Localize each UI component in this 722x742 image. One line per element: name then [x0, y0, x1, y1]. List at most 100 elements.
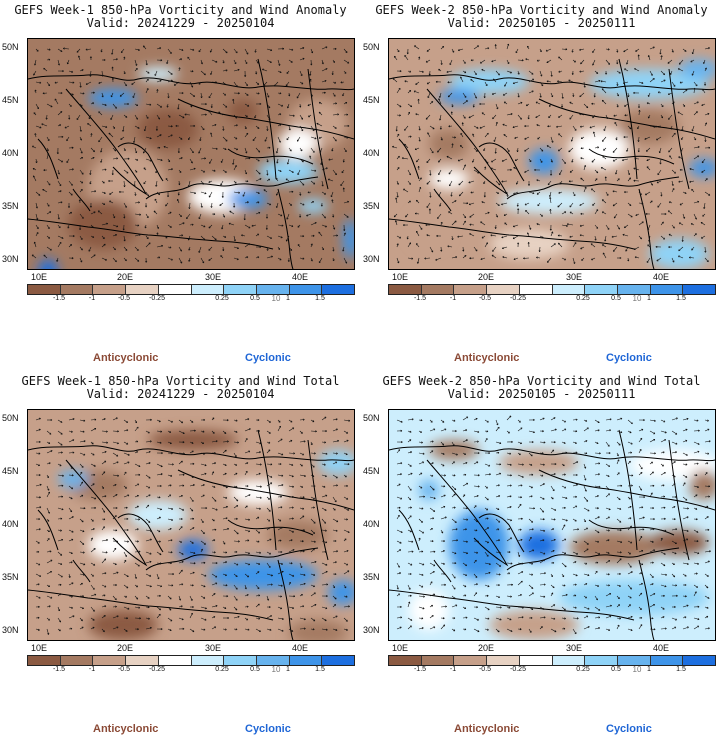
colorbar	[27, 284, 355, 295]
colorbar-label: 1.5	[315, 295, 325, 302]
colorbar-bin	[191, 656, 225, 665]
panel-valid-dates: Valid: 20241229 - 20250104	[86, 16, 275, 30]
colorbar-bin	[519, 285, 553, 294]
coastline	[389, 445, 715, 462]
shading-region	[88, 610, 158, 640]
shading-region	[499, 450, 579, 475]
lat-label-40n: 40N	[2, 519, 19, 529]
shading-region	[569, 129, 629, 169]
map-panel-week2-total: GEFS Week-2 850-hPa Vorticity and Wind T…	[361, 371, 722, 742]
colorbar-bin	[28, 656, 61, 665]
coastline	[37, 138, 91, 212]
coastline	[638, 188, 655, 269]
lon-label-40e: 40E	[292, 643, 309, 653]
colorbar-bin	[683, 656, 716, 665]
panel-title: GEFS Week-2 850-hPa Vorticity and Wind T…	[382, 374, 701, 388]
map-panel-week1-anomaly: GEFS Week-1 850-hPa Vorticity and Wind A…	[0, 0, 361, 371]
colorbar-label: -1	[449, 295, 457, 302]
colorbar-bin	[454, 656, 488, 665]
coastline	[277, 559, 294, 640]
colorbar-label: 1.5	[315, 666, 325, 673]
lon-label-10e: 10E	[31, 272, 48, 282]
lat-label-50n: 50N	[2, 413, 19, 423]
colorbar-bin	[256, 656, 290, 665]
lon-label-20e: 20E	[117, 272, 134, 282]
shading-region	[148, 430, 238, 450]
shading-region	[569, 530, 659, 565]
shading-region	[449, 69, 529, 94]
colorbar-label: -1.5	[52, 295, 66, 302]
coastline	[506, 547, 680, 571]
panel-valid-dates: Valid: 20250105 - 20250111	[447, 387, 636, 401]
colorbar-unit: 10	[632, 294, 642, 303]
colorbar-bin	[617, 656, 651, 665]
shading-region	[68, 199, 138, 249]
vorticity-map	[27, 38, 355, 270]
colorbar-bin	[289, 656, 323, 665]
colorbar-label: -1	[88, 666, 96, 673]
colorbar	[388, 284, 716, 295]
colorbar-bin	[519, 656, 553, 665]
lat-label-40n: 40N	[363, 519, 380, 529]
lat-label-35n: 35N	[363, 572, 380, 582]
colorbar-bin	[256, 285, 290, 294]
shading-region	[88, 89, 138, 107]
colorbar-bin	[224, 656, 257, 665]
shading-region	[439, 89, 479, 104]
colorbar-label: 1	[286, 666, 290, 673]
coastline	[277, 188, 294, 269]
colorbar-unit: 10	[271, 665, 281, 674]
colorbar-bin	[28, 285, 61, 294]
lat-label-30n: 30N	[2, 254, 19, 264]
shading-region	[258, 159, 318, 184]
lon-label-20e: 20E	[478, 272, 495, 282]
shading-region	[529, 149, 559, 174]
coastline	[117, 142, 164, 182]
coastline	[426, 459, 509, 567]
legend-cyclonic: Cyclonic	[245, 352, 291, 364]
coastline	[28, 74, 354, 91]
colorbar-bin	[191, 285, 225, 294]
coastline	[506, 176, 680, 200]
colorbar-label: 0.5	[611, 295, 621, 302]
shading-region	[649, 530, 709, 555]
vorticity-map	[388, 409, 716, 641]
shading-region	[208, 560, 318, 590]
lat-label-45n: 45N	[363, 466, 380, 476]
colorbar	[27, 655, 355, 666]
coastline	[28, 218, 274, 250]
legend-anticyclonic: Anticyclonic	[93, 352, 159, 364]
coastline	[389, 74, 715, 91]
lat-label-50n: 50N	[363, 42, 380, 52]
shading-region	[489, 610, 579, 640]
lat-label-30n: 30N	[363, 254, 380, 264]
panel-valid-dates: Valid: 20250105 - 20250111	[447, 16, 636, 30]
colorbar-bin	[585, 285, 618, 294]
legend-anticyclonic: Anticyclonic	[454, 352, 520, 364]
colorbar-bin	[60, 285, 94, 294]
colorbar-bin	[158, 285, 192, 294]
colorbar-label: 0.5	[250, 666, 260, 673]
coastline	[177, 469, 354, 511]
shading-region	[228, 189, 268, 209]
shading-region	[38, 259, 58, 269]
colorbar-label: 0.5	[250, 295, 260, 302]
shading-region	[619, 109, 679, 144]
colorbar-bin	[552, 285, 586, 294]
shading-region	[429, 169, 469, 189]
colorbar-bin	[93, 285, 127, 294]
colorbar-label: -0.25	[510, 666, 526, 673]
coastline	[478, 513, 525, 553]
colorbar-label: 1.5	[676, 666, 686, 673]
lat-label-45n: 45N	[2, 95, 19, 105]
shading-region	[689, 470, 715, 500]
coastline	[65, 88, 148, 196]
panel-valid-dates: Valid: 20241229 - 20250104	[86, 387, 275, 401]
coastline	[588, 519, 675, 536]
legend-anticyclonic: Anticyclonic	[93, 723, 159, 735]
colorbar-bin	[487, 285, 520, 294]
legend-anticyclonic: Anticyclonic	[454, 723, 520, 735]
colorbar-bin	[454, 285, 488, 294]
shading-region	[288, 620, 348, 640]
coastline	[177, 98, 354, 140]
